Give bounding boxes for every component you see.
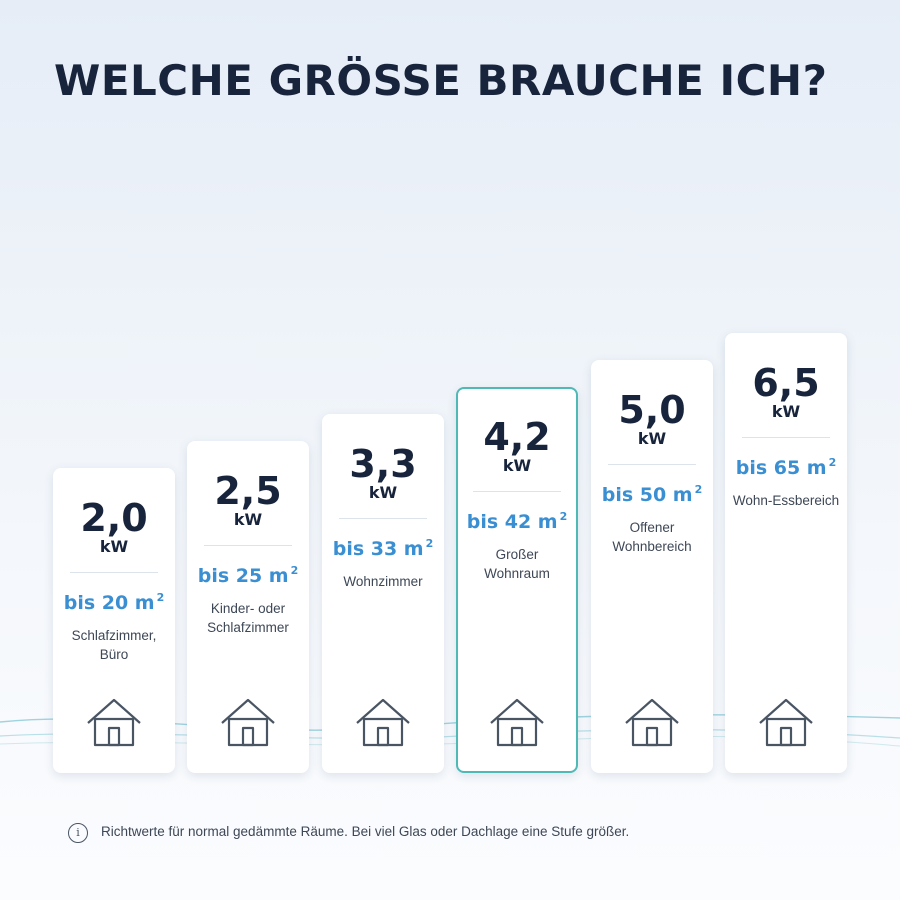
house-icon: [87, 698, 141, 747]
divider: [339, 518, 427, 519]
divider: [70, 572, 158, 573]
footnote: Richtwerte für normal gedämmte Räume. Be…: [101, 824, 630, 839]
room-label: Schlafzimmer, Büro: [71, 628, 157, 662]
page-title: WELCHE GRÖSSE BRAUCHE ICH?: [54, 56, 828, 105]
room-label: Kinder- oder Schlafzimmer: [207, 601, 289, 635]
power-unit: kW: [368, 483, 398, 502]
power-unit: kW: [233, 510, 263, 529]
house-icon: [625, 698, 679, 747]
power-unit: kW: [637, 429, 667, 448]
power-value: 5,0: [618, 388, 686, 432]
power-unit: kW: [502, 456, 532, 475]
power-unit: kW: [771, 402, 801, 421]
house-icon: [759, 698, 813, 747]
divider: [742, 437, 830, 438]
house-icon: [356, 698, 410, 747]
house-icon: [221, 698, 275, 747]
room-label: Großer Wohnraum: [484, 547, 550, 581]
power-value: 3,3: [349, 442, 417, 486]
info-icon: i: [68, 823, 88, 843]
room-label: Wohn-Essbereich: [732, 493, 840, 508]
power-value: 6,5: [752, 361, 820, 405]
house-icon: [490, 698, 544, 747]
power-value: 2,0: [80, 496, 148, 540]
room-label: Offener Wohnbereich: [612, 520, 692, 554]
divider: [204, 545, 292, 546]
divider: [473, 491, 561, 492]
power-unit: kW: [99, 537, 129, 556]
power-value: 2,5: [214, 469, 282, 513]
room-label: Wohnzimmer: [343, 574, 423, 589]
power-value: 4,2: [483, 415, 551, 459]
divider: [608, 464, 696, 465]
